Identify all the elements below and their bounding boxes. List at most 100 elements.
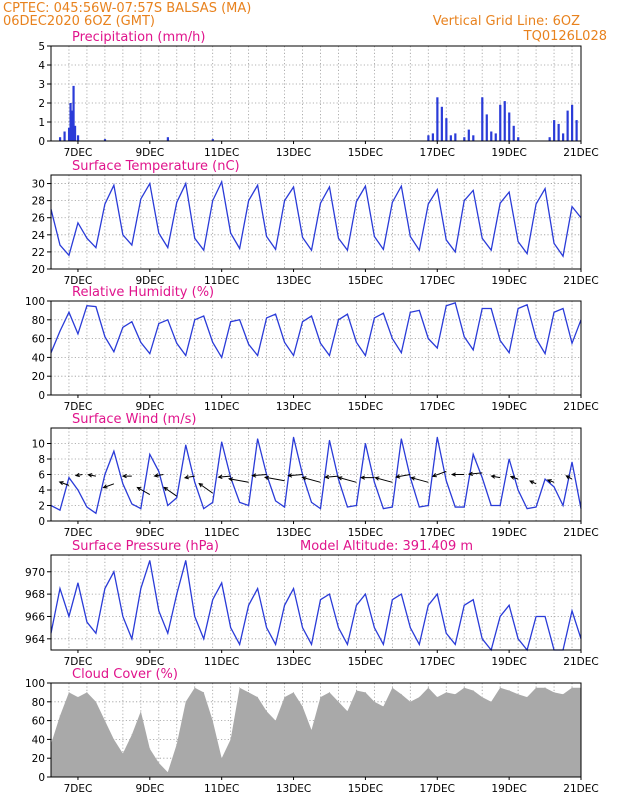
precip-bar: 2020-12-18 00:00 UTC: 0.3 bbox=[472, 135, 475, 141]
data-point: 2020-12-17 18:00 UTC: 967 bbox=[463, 604, 465, 606]
wind-arrow bbox=[198, 482, 213, 494]
data-point: 2020-12-06 18:00 UTC: 966 bbox=[68, 615, 70, 617]
x-tick-label: 17DEC bbox=[420, 147, 455, 159]
y-tick-label: 80 bbox=[32, 315, 45, 327]
data-point: 2020-12-07 12:00 UTC: 94 bbox=[95, 306, 97, 308]
data-point: 2020-12-12 18:00 UTC: 56 bbox=[284, 341, 286, 343]
data-point: 2020-12-06 18:00 UTC: 5.6 bbox=[68, 477, 70, 479]
y-tick-label: 20 bbox=[32, 753, 45, 765]
cloud-cover-point: 2020-12-18 12:00 UTC: 80% bbox=[490, 701, 492, 703]
data-point: 2020-12-14 00:00 UTC: 968 bbox=[328, 593, 330, 595]
wind-arrow bbox=[337, 476, 357, 483]
x-tick-label: 13DEC bbox=[276, 527, 311, 539]
data-point: 2020-12-18 00:00 UTC: 48 bbox=[472, 349, 474, 351]
wind-arrow bbox=[490, 474, 501, 479]
precip-bar: 2020-12-20 03:00 UTC: 0.2 bbox=[548, 137, 551, 141]
cloud-cover-point: 2020-12-13 12:00 UTC: 50% bbox=[311, 729, 312, 731]
wind-arrow bbox=[324, 474, 339, 480]
data-point: 2020-12-11 06:00 UTC: 78 bbox=[230, 321, 232, 323]
precip-bar: 2020-12-17 09:00 UTC: 0.3 bbox=[449, 135, 452, 141]
data-point: 2020-12-17 06:00 UTC: 964.5 bbox=[445, 632, 447, 634]
data-point: 2020-12-18 06:00 UTC: 92 bbox=[481, 308, 483, 310]
data-point: 2020-12-14 06:00 UTC: 23.6 bbox=[337, 237, 339, 239]
x-tick-label: 15DEC bbox=[348, 527, 383, 539]
cloud-cover-point: 2020-12-18 06:00 UTC: 85% bbox=[481, 696, 483, 698]
precip-bar: 2020-12-18 06:00 UTC: 2.3 bbox=[481, 97, 484, 141]
wind-arrow bbox=[58, 481, 70, 486]
data-point: 2020-12-15 00:00 UTC: 42 bbox=[364, 355, 366, 357]
y-tick-label: 30 bbox=[32, 179, 45, 191]
wind-arrow bbox=[509, 475, 519, 480]
y-tick-label: 4 bbox=[38, 60, 45, 72]
data-point: 2020-12-14 12:00 UTC: 963.5 bbox=[346, 643, 348, 645]
x-tick-label: 21DEC bbox=[563, 656, 598, 668]
wind-arrow bbox=[153, 473, 164, 478]
data-point: 2020-12-15 00:00 UTC: 968 bbox=[364, 593, 366, 595]
data-point: 2020-12-10 18:00 UTC: 2.4 bbox=[212, 501, 214, 503]
data-point: 2020-12-11 00:00 UTC: 30.2 bbox=[221, 181, 223, 183]
data-point: 2020-12-10 06:00 UTC: 5 bbox=[194, 481, 196, 483]
data-point: 2020-12-14 12:00 UTC: 1.8 bbox=[346, 506, 348, 508]
data-point: 2020-12-18 00:00 UTC: 8.6 bbox=[472, 453, 474, 455]
data-point: 2020-12-09 06:00 UTC: 76 bbox=[158, 323, 160, 325]
data-point: 2020-12-07 12:00 UTC: 22.5 bbox=[95, 247, 97, 249]
data-point: 2020-12-11 18:00 UTC: 967 bbox=[248, 604, 250, 606]
data-point: 2020-12-15 12:00 UTC: 87 bbox=[382, 312, 384, 314]
wind-arrow bbox=[395, 474, 411, 479]
data-point: 2020-12-10 18:00 UTC: 28 bbox=[212, 200, 214, 202]
precip-bar: 2020-12-18 21:00 UTC: 2.1 bbox=[503, 101, 506, 141]
cloud-cover-point: 2020-12-19 12:00 UTC: 85% bbox=[526, 696, 528, 698]
y-tick-label: 0 bbox=[38, 136, 45, 148]
data-point: 2020-12-08 18:00 UTC: 56 bbox=[140, 341, 142, 343]
x-tick-label: 9DEC bbox=[135, 275, 164, 287]
wind-arrow bbox=[529, 480, 537, 485]
cloud-cover-point: 2020-12-20 18:00 UTC: 95% bbox=[571, 687, 573, 689]
x-tick-label: 17DEC bbox=[420, 656, 455, 668]
data-point: 2020-12-14 00:00 UTC: 29.6 bbox=[328, 186, 330, 188]
y-tick-label: 1 bbox=[38, 117, 45, 129]
wind-arrow bbox=[565, 475, 573, 480]
precip-bar: 2020-12-06 20:00 UTC: 1.6 bbox=[70, 110, 74, 141]
data-point: 2020-12-06 12:00 UTC: 968.5 bbox=[59, 588, 61, 590]
data-point: 2020-12-12 18:00 UTC: 28 bbox=[284, 200, 286, 202]
data-point: 2020-12-18 06:00 UTC: 964 bbox=[481, 638, 483, 640]
data-point: 2020-12-06 12:00 UTC: 68 bbox=[59, 330, 61, 332]
data-point: 2020-12-19 12:00 UTC: 96 bbox=[526, 304, 528, 306]
data-point: 2020-12-09 06:00 UTC: 966.5 bbox=[158, 610, 160, 612]
data-point: 2020-12-10 06:00 UTC: 966 bbox=[194, 615, 196, 617]
data-point: 2020-12-20 18:00 UTC: 966.5 bbox=[571, 610, 573, 612]
data-point: 2020-12-07 06:00 UTC: 965.5 bbox=[86, 621, 88, 623]
wind-arrow bbox=[301, 476, 321, 483]
data-point: 2020-12-13 00:00 UTC: 10.8 bbox=[293, 436, 295, 438]
y-tick-label: 968 bbox=[25, 589, 45, 601]
wind-arrow bbox=[251, 473, 267, 478]
data-point: 2020-12-08 18:00 UTC: 968.5 bbox=[140, 588, 142, 590]
data-point: 2020-12-09 12:00 UTC: 80 bbox=[167, 319, 169, 321]
cloud-cover-point: 2020-12-15 06:00 UTC: 80% bbox=[373, 701, 375, 703]
data-point: 2020-12-12 12:00 UTC: 22.3 bbox=[275, 248, 277, 250]
data-point: 2020-12-12 00:00 UTC: 42 bbox=[257, 355, 259, 357]
x-tick-label: 17DEC bbox=[420, 401, 455, 413]
data-point: 2020-12-06 12:00 UTC: 22.8 bbox=[59, 244, 61, 246]
data-point: 2020-12-17 00:00 UTC: 50 bbox=[436, 347, 438, 349]
y-tick-label: 26 bbox=[32, 213, 46, 225]
series-line bbox=[50, 437, 582, 515]
panel-grid bbox=[50, 428, 581, 522]
data-point: 2020-12-13 00:00 UTC: 968.5 bbox=[293, 588, 295, 590]
data-point: 2020-12-15 06:00 UTC: 5 bbox=[373, 481, 375, 483]
data-point: 2020-12-19 00:00 UTC: 45 bbox=[508, 352, 510, 354]
data-point: 2020-12-20 18:00 UTC: 55 bbox=[571, 342, 573, 344]
data-point: 2020-12-10 00:00 UTC: 971 bbox=[185, 560, 187, 562]
precip-bar: 2020-12-17 21:00 UTC: 0.6 bbox=[467, 129, 470, 141]
x-tick-label: 11DEC bbox=[204, 275, 239, 287]
series-line bbox=[50, 560, 582, 652]
y-tick-label: 0 bbox=[38, 516, 45, 528]
x-tick-label: 17DEC bbox=[420, 783, 455, 795]
y-tick-label: 60 bbox=[32, 334, 45, 346]
data-point: 2020-12-19 12:00 UTC: 21.8 bbox=[526, 253, 528, 255]
data-point: 2020-12-11 12:00 UTC: 80 bbox=[239, 319, 241, 321]
x-tick-label: 19DEC bbox=[491, 401, 526, 413]
cloud-cover-point: 2020-12-14 18:00 UTC: 92% bbox=[356, 690, 357, 691]
y-tick-label: 2 bbox=[38, 98, 45, 110]
